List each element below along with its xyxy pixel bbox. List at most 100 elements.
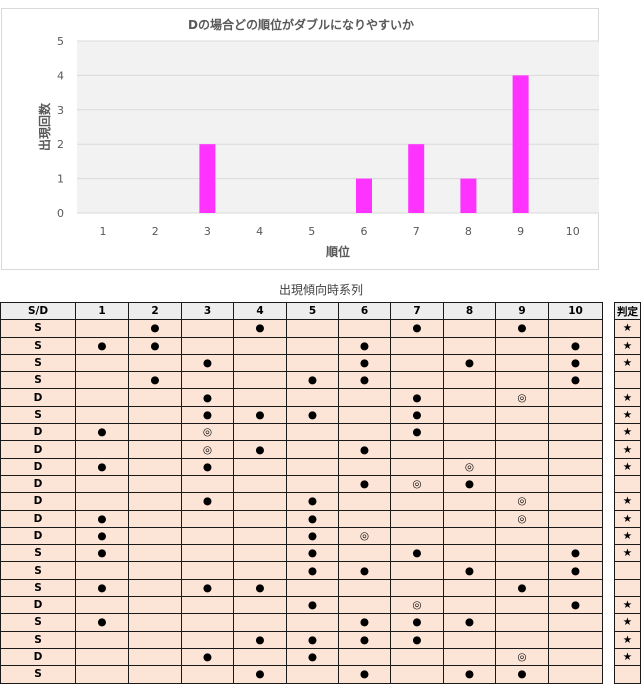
empty-cell [548,457,603,476]
empty-cell [286,613,339,632]
empty-cell [233,544,287,563]
empty-cell [443,526,496,546]
sd-cell: D [0,647,76,667]
empty-cell [614,474,641,494]
empty-cell [338,544,391,563]
empty-cell [390,578,444,598]
empty-cell [548,388,603,407]
table-row: S ● ● ● ● [0,561,603,580]
empty-cell [181,544,234,563]
sd-cell: D [0,440,76,459]
judge-row: ★ [614,353,641,373]
dot-mark: ● [181,457,234,476]
dot-mark: ● [443,353,496,373]
header-rank-10: 10 [548,301,603,321]
x-tick-label: 3 [204,225,211,238]
judge-row: ★ [614,613,641,632]
bar [199,144,216,213]
table-row: D ● ◎ ● [0,423,603,442]
empty-cell [390,457,444,476]
dot-mark: ● [390,388,444,407]
sd-cell: S [0,319,76,338]
judge-row: ★ [614,596,641,615]
empty-cell [181,509,234,528]
judge-row: ★ [614,319,641,338]
judge-row [614,371,641,390]
empty-cell [128,596,182,615]
empty-cell [548,440,603,459]
dot-mark: ● [75,613,129,632]
header-row: S/D 1 2 3 4 5 6 7 8 9 10 [0,301,603,321]
empty-cell [495,457,549,476]
empty-cell [286,474,339,494]
empty-cell [548,423,603,442]
empty-cell [390,509,444,528]
empty-cell [233,492,287,511]
empty-cell [286,353,339,373]
star-mark: ★ [614,440,641,459]
empty-cell [495,630,549,649]
double-mark: ◎ [338,526,391,546]
header-rank-7: 7 [390,301,444,321]
dot-mark: ● [286,405,339,425]
dot-mark: ● [286,509,339,528]
chart-title: Dの場合どの順位がダブルになりやすいか [188,17,414,32]
star-mark: ★ [614,423,641,442]
bar [408,144,425,213]
empty-cell [181,630,234,649]
sd-cell: S [0,665,76,684]
judge-row: ★ [614,647,641,667]
double-mark: ◎ [495,647,549,667]
empty-cell [233,457,287,476]
empty-cell [495,336,549,355]
y-tick-label: 2 [57,138,64,151]
empty-cell [128,613,182,632]
double-mark: ◎ [495,492,549,511]
empty-cell [233,371,287,390]
sd-cell: D [0,474,76,494]
empty-cell [75,405,129,425]
empty-cell [443,544,496,563]
empty-cell [181,319,234,338]
table-row: S ● ● ● ● [0,371,603,390]
dot-mark: ● [128,371,182,390]
empty-cell [75,647,129,667]
empty-cell [233,526,287,546]
dot-mark: ● [548,544,603,563]
empty-cell [548,630,603,649]
sd-cell: S [0,578,76,598]
empty-cell [75,665,129,684]
empty-cell [338,509,391,528]
dot-mark: ● [286,526,339,546]
x-tick-label: 7 [413,225,420,238]
empty-cell [390,440,444,459]
empty-cell [338,405,391,425]
dot-mark: ● [181,578,234,598]
empty-cell [286,665,339,684]
star-mark: ★ [614,353,641,373]
dot-mark: ● [75,457,129,476]
sd-cell: D [0,526,76,546]
empty-cell [75,371,129,390]
dot-mark: ● [75,544,129,563]
dot-mark: ● [128,336,182,355]
header-rank-8: 8 [443,301,496,321]
dot-mark: ● [338,474,391,494]
x-tick-label: 2 [152,225,159,238]
empty-cell [286,423,339,442]
dot-mark: ● [181,388,234,407]
empty-cell [75,353,129,373]
header-rank-3: 3 [181,301,234,321]
dot-mark: ● [548,371,603,390]
judge-row [614,578,641,598]
table-row: S ● ● ● ● [0,319,603,338]
empty-cell [286,578,339,598]
empty-cell [286,388,339,407]
y-tick-label: 4 [57,69,64,82]
y-axis-label: 出現回数 [37,102,52,151]
dot-mark: ● [75,336,129,355]
empty-cell [181,561,234,580]
chart-panel: 0 1 2 3 4 5 1 2 3 4 5 6 7 8 9 10 Dの場合どの順位がダブルになりやすいか 順位 出現… [1,8,599,270]
dot-mark: ● [390,613,444,632]
